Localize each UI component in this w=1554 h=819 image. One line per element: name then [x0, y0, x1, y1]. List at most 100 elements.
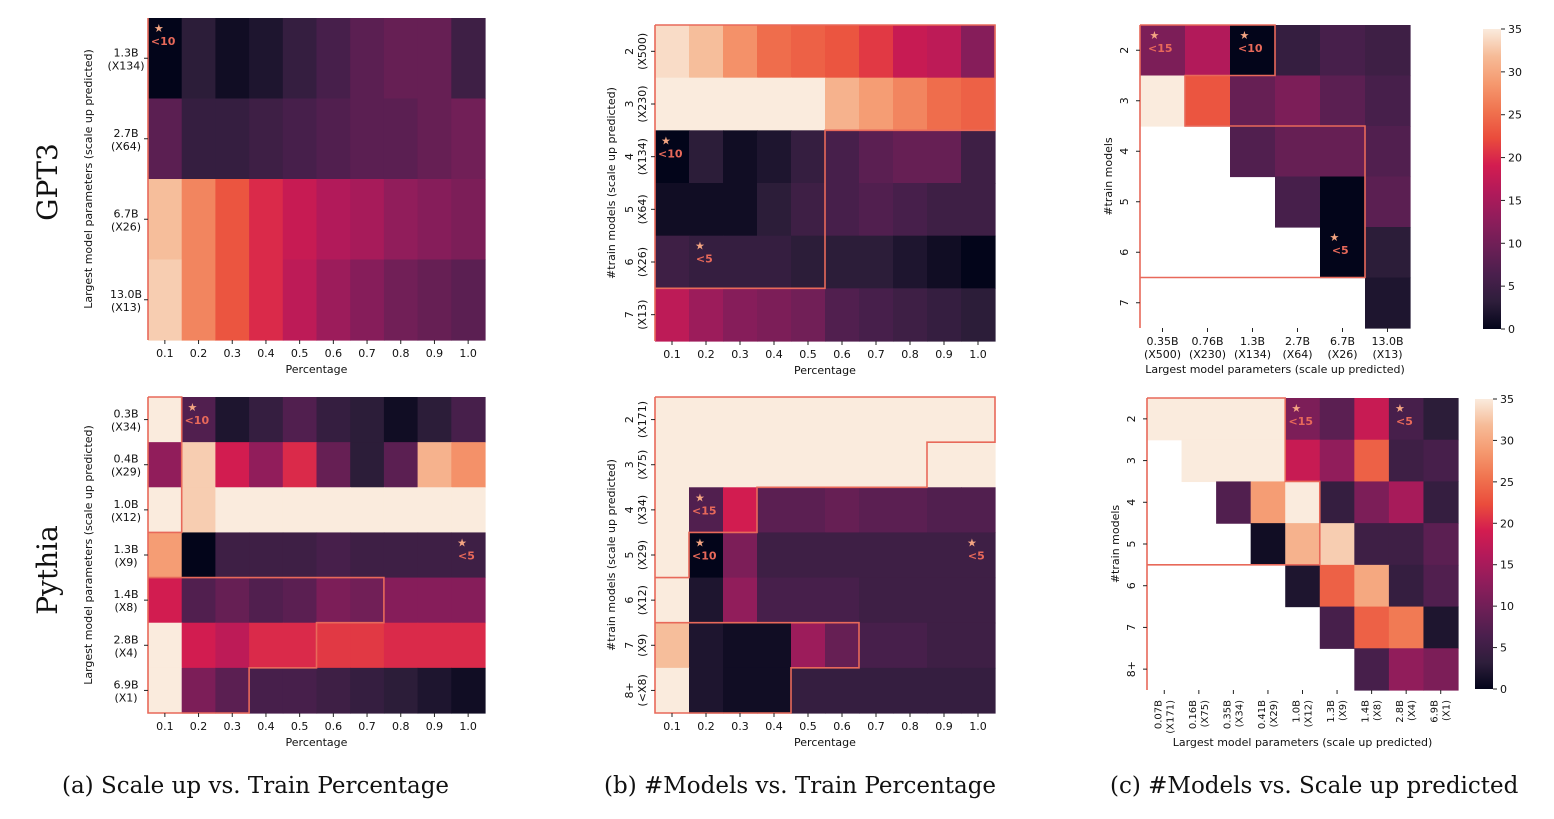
heatmap-cell [1365, 227, 1411, 279]
x-tick-label: 1.3B [1326, 700, 1337, 723]
heatmap-cell [689, 183, 724, 237]
heatmap-cell [689, 25, 724, 79]
heatmap-cell [859, 130, 894, 184]
heatmap-cell [1388, 439, 1425, 483]
x-tick-label: 0.3 [224, 720, 242, 733]
heatmap-cell [961, 622, 996, 669]
heatmap-cell [282, 667, 318, 714]
y-axis-label: #train models [1109, 505, 1122, 584]
x-tick-label: 0.9 [426, 347, 444, 360]
heatmap-cell [1365, 25, 1411, 77]
heatmap-cell [791, 622, 826, 669]
heatmap-cell [1250, 481, 1286, 524]
heatmap-cell [723, 442, 758, 488]
y-tick-label: 2.7B [113, 127, 138, 140]
heatmap-cell [148, 442, 183, 488]
heatmap-cell [383, 487, 419, 534]
heatmap-cell [148, 532, 183, 579]
heatmap-cell [417, 442, 452, 488]
heatmap-cell [383, 259, 419, 341]
heatmap-cell [723, 397, 758, 443]
heatmap-cell [215, 442, 250, 488]
heatmap-cell [655, 397, 690, 443]
heatmap-cell [1250, 398, 1286, 441]
y-tick-label: 2 [623, 416, 636, 423]
heatmap-cell [249, 532, 284, 579]
y-tick-label: (X34) [636, 495, 649, 525]
heatmap-cell [961, 288, 996, 342]
heatmap-cell [181, 259, 216, 341]
y-tick-label: 5 [623, 552, 636, 559]
heatmap-cell [655, 235, 690, 289]
colorbar-tick-label: 5 [1500, 642, 1507, 655]
heatmap-cell [249, 622, 284, 669]
heatmap-cell [825, 532, 860, 579]
heatmap-cell [961, 667, 996, 714]
y-tick-label: (X9) [636, 634, 649, 657]
heatmap-cell [655, 442, 690, 488]
y-tick-label: (X171) [636, 401, 649, 438]
heatmap-cell [927, 235, 962, 289]
heatmap-cell [148, 397, 183, 443]
optimal-star-icon: ★ [1149, 29, 1159, 42]
heatmap-cell [1423, 481, 1459, 524]
heatmap-cell [1320, 227, 1366, 279]
heatmap-cell [791, 577, 826, 624]
y-tick-label: (X64) [636, 194, 649, 224]
heatmap-cell [350, 397, 385, 443]
heatmap-cell [451, 442, 486, 488]
heatmap-cell [181, 532, 216, 579]
heatmap-cell [757, 288, 792, 342]
heatmap-cell [1388, 481, 1425, 524]
y-tick-label: 1.3B [113, 543, 138, 556]
y-tick-label: 3 [623, 101, 636, 108]
heatmap-cell [282, 98, 318, 180]
x-tick-label: 0.9 [426, 720, 444, 733]
heatmap-cell [1216, 398, 1252, 441]
heatmap-cell [1388, 606, 1425, 649]
heatmap-cell [893, 288, 928, 342]
y-tick-label: 6.7B [113, 207, 138, 220]
heatmap-cell [859, 442, 894, 488]
heatmap-cell [1140, 25, 1186, 77]
heatmap-cell [316, 179, 351, 261]
heatmap-cell [723, 487, 758, 534]
heatmap-cell [655, 667, 690, 714]
colorbar-tick-label: 25 [1508, 109, 1522, 122]
x-tick-label: 0.7 [867, 720, 885, 733]
heatmap-cell [1140, 75, 1186, 127]
heatmap-cell [1319, 398, 1355, 441]
heatmap-cell [1285, 523, 1321, 566]
heatmap-cell [859, 183, 894, 237]
heatmap-cell [350, 622, 385, 669]
x-tick-label: 0.2 [190, 720, 208, 733]
heatmap-cell [1275, 126, 1321, 178]
heatmap-cell [927, 487, 962, 534]
heatmap-cell [316, 18, 351, 100]
heatmap-cell [417, 622, 452, 669]
heatmap-cell [215, 487, 250, 534]
x-tick-label: 0.7 [358, 347, 376, 360]
heatmap-cell [859, 397, 894, 443]
heatmap-cell [893, 25, 928, 79]
heatmap-cell [655, 183, 690, 237]
heatmap-cell [1388, 564, 1425, 608]
heatmap-cell [791, 667, 826, 714]
x-tick-label: 0.7 [358, 720, 376, 733]
heatmap-cell [1285, 398, 1321, 441]
heatmap-cell [757, 183, 792, 237]
optimal-region-outline [147, 396, 385, 714]
heatmap-cell [689, 77, 724, 131]
optimal-star-icon: ★ [661, 134, 671, 147]
x-tick-label: (X230) [1189, 348, 1226, 361]
colorbar-tick-label: 30 [1500, 434, 1514, 447]
heatmap-cell [655, 532, 690, 579]
y-tick-label: 8+ [623, 682, 636, 698]
heatmap-cell [791, 130, 826, 184]
optimal-region-outline [1139, 24, 1366, 328]
heatmap-cell [723, 288, 758, 342]
heatmap-cell [757, 487, 792, 534]
heatmap-cell [316, 487, 351, 534]
heatmap-cell [1319, 481, 1355, 524]
heatmap-cell [859, 235, 894, 289]
